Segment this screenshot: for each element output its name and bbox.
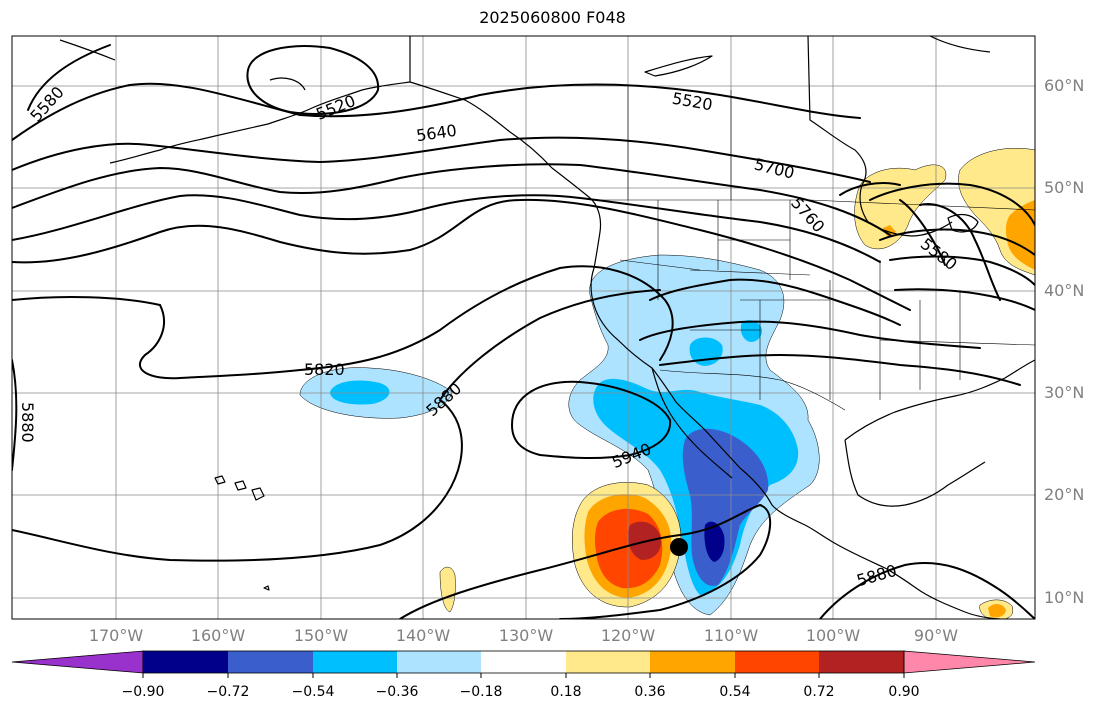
colorbar [11, 650, 1036, 678]
map-frame [11, 35, 1036, 620]
contour-label: 5820 [304, 360, 345, 379]
colorbar-tick-label: −0.72 [206, 684, 250, 700]
coastlines [59, 36, 1035, 619]
lon-label-110w: 110°W [703, 626, 759, 645]
map-title: 2025060800 F048 [479, 8, 626, 27]
height-contours [12, 44, 1035, 619]
lon-label-130w: 130°W [498, 626, 554, 645]
borders [600, 86, 1035, 411]
contour-label: 5880 [18, 402, 37, 443]
anomaly-shading [299, 147, 1035, 619]
colorbar-tick-label: 0.18 [550, 684, 582, 700]
colorbar-tick-label: 0.54 [719, 684, 751, 700]
lat-label-10n: 10°N [1044, 588, 1085, 607]
lon-label-150w: 150°W [293, 626, 349, 645]
colorbar-tick-label: −0.90 [121, 684, 165, 700]
lat-label-30n: 30°N [1044, 383, 1085, 402]
colorbar-tick-label: −0.18 [459, 684, 503, 700]
lon-label-170w: 170°W [88, 626, 144, 645]
colorbar-tick-label: −0.36 [375, 684, 419, 700]
colorbar-tick-label: −0.54 [291, 684, 335, 700]
colorbar-tick-label: 0.36 [634, 684, 666, 700]
lon-label-90w: 90°W [913, 626, 959, 645]
lon-label-100w: 100°W [805, 626, 861, 645]
storm-center-marker [670, 538, 688, 556]
lon-label-140w: 140°W [395, 626, 451, 645]
lat-label-60n: 60°N [1044, 76, 1085, 95]
colorbar-tick-label: 0.72 [803, 684, 835, 700]
lat-label-50n: 50°N [1044, 178, 1085, 197]
lat-label-40n: 40°N [1044, 281, 1085, 300]
lat-label-20n: 20°N [1044, 485, 1085, 504]
lon-label-120w: 120°W [600, 626, 656, 645]
lon-label-160w: 160°W [190, 626, 246, 645]
colorbar-tick-label: 0.90 [888, 684, 920, 700]
